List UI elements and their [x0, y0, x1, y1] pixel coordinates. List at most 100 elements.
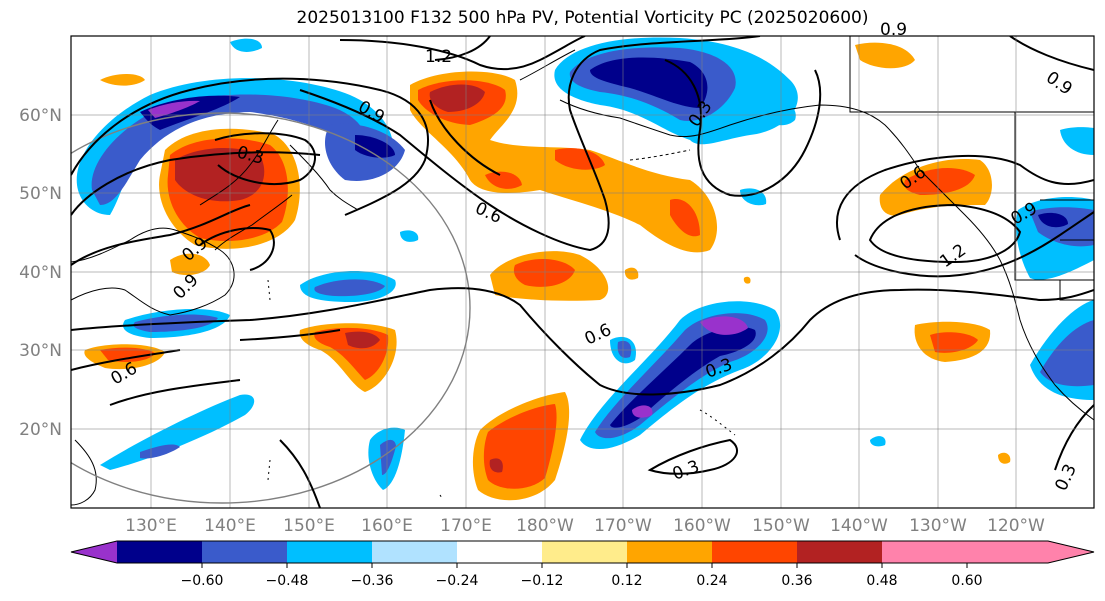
colorbar-tick-label: −0.48 [266, 573, 309, 589]
pv-pos-shape [855, 42, 915, 69]
pv-neg-shape [100, 394, 255, 470]
colorbar-tick-label: −0.36 [351, 573, 394, 589]
pv-neg-shape [314, 279, 385, 297]
colorbar-segment [712, 541, 798, 563]
colorbar-tick-label: −0.60 [181, 573, 224, 589]
pv-neg-shape [700, 316, 748, 335]
gridlines [71, 36, 1094, 508]
pv-contour [647, 438, 738, 475]
lon-label: 170°E [440, 516, 492, 536]
colorbar-tick-label: 0.36 [781, 573, 812, 589]
pv-pos-shape [489, 458, 503, 473]
pv-contour [214, 132, 316, 186]
colorbar-tick-label: 0.60 [951, 573, 982, 589]
lon-label: 170°W [594, 516, 652, 536]
lat-label: 20°N [19, 420, 62, 440]
chart-title: 2025013100 F132 500 hPa PV, Potential Vo… [296, 8, 869, 28]
colorbar-segment [627, 541, 713, 563]
pv-neg-shape [760, 102, 796, 126]
contour-label: 1.2 [425, 47, 452, 67]
colorbar-segment [797, 541, 883, 563]
pv-neg-shape [1040, 320, 1094, 387]
pv-pos-shape [930, 332, 978, 353]
colorbar-segment [542, 541, 628, 563]
pv-pos-shape [485, 171, 522, 189]
pv-contour [339, 36, 586, 71]
colorbar: −0.60 −0.48 −0.36 −0.24 −0.12 0.12 0.24 … [70, 540, 1095, 589]
asia-south-coastline [71, 439, 97, 506]
pv-contour [836, 154, 1094, 241]
pv-neg-shape [1060, 127, 1094, 155]
colorbar-segment [882, 541, 968, 563]
colorbar-segment [287, 541, 373, 563]
colorbar-tick-label: −0.24 [436, 573, 479, 589]
pv-pos-shape [513, 258, 575, 287]
pv-contour [1054, 404, 1094, 471]
pv-pos-shape [743, 276, 751, 284]
colorbar-segment [202, 541, 288, 563]
asia-coastline [71, 227, 235, 316]
north-america-coastline [519, 49, 1094, 421]
lon-label: 140°W [830, 516, 888, 536]
pv-contour [199, 227, 275, 271]
colorbar-tick-label: −0.12 [521, 573, 564, 589]
lon-label: 120°W [987, 516, 1045, 536]
pv-contour [299, 36, 761, 252]
pv-neg-shape [140, 95, 240, 130]
lat-label: 30°N [19, 341, 62, 361]
colorbar-tick-label: 0.12 [611, 573, 642, 589]
contour-label: 0.9 [880, 20, 907, 40]
colorbar-segment [372, 541, 458, 563]
lon-label: 130°W [909, 516, 967, 536]
lon-label: 150°W [752, 516, 810, 536]
pv-pos-shape [175, 148, 265, 202]
pv-neg-shape [140, 444, 180, 459]
pv-pos-shape [998, 452, 1011, 464]
pv-contour [854, 211, 1094, 278]
reference-circle [71, 112, 471, 504]
colorbar-segment [457, 541, 543, 563]
lat-label: 40°N [19, 263, 62, 283]
pv-pos-shape [670, 199, 700, 237]
pv-contour [71, 77, 429, 216]
pv-shading [76, 37, 1094, 501]
kuril-coastline [289, 144, 359, 211]
colorbar-segment [117, 541, 203, 563]
pv-contours [71, 36, 1094, 508]
pv-contour [71, 329, 341, 371]
lon-label: 140°E [204, 516, 256, 536]
lon-label: 130°E [125, 516, 177, 536]
pv-contour [434, 36, 491, 61]
colorbar-extend-high [967, 541, 1094, 563]
pv-neg-shape [148, 100, 200, 118]
pv-pos-shape [624, 267, 639, 280]
pv-pos-shape [345, 331, 380, 349]
lat-label: 60°N [19, 106, 62, 126]
pv-pos-shape [429, 84, 485, 112]
canada-border [849, 36, 1094, 113]
pv-neg-shape [230, 38, 262, 52]
pv-neg-shape [380, 439, 396, 475]
pv-pos-shape [100, 347, 155, 362]
pv-contour [868, 203, 1022, 264]
pv-neg-shape [590, 57, 708, 108]
pv-contour [429, 99, 501, 176]
colorbar-tick-marks [201, 563, 968, 568]
lat-label: 50°N [19, 184, 62, 204]
aleutian-islands [629, 149, 691, 161]
lon-label: 160°W [673, 516, 731, 536]
pv-neg-shape [617, 340, 632, 358]
pv-pos-shape [100, 74, 145, 86]
pacific-islands [267, 279, 443, 499]
pv-pos-shape [170, 253, 210, 276]
us-state-borders [1014, 112, 1094, 301]
latitude-labels: 60°N 50°N 40°N 30°N 20°N [19, 106, 62, 440]
pv-neg-shape [1038, 212, 1068, 228]
map-frame [70, 35, 1095, 509]
japan-coastline [214, 194, 293, 251]
colorbar-tick-label: 0.24 [696, 573, 727, 589]
longitude-labels: 130°E 140°E 150°E 160°E 170°E 180°W 170°… [125, 516, 1045, 536]
hawaii-islands [699, 409, 736, 436]
pv-contour [71, 287, 1094, 396]
